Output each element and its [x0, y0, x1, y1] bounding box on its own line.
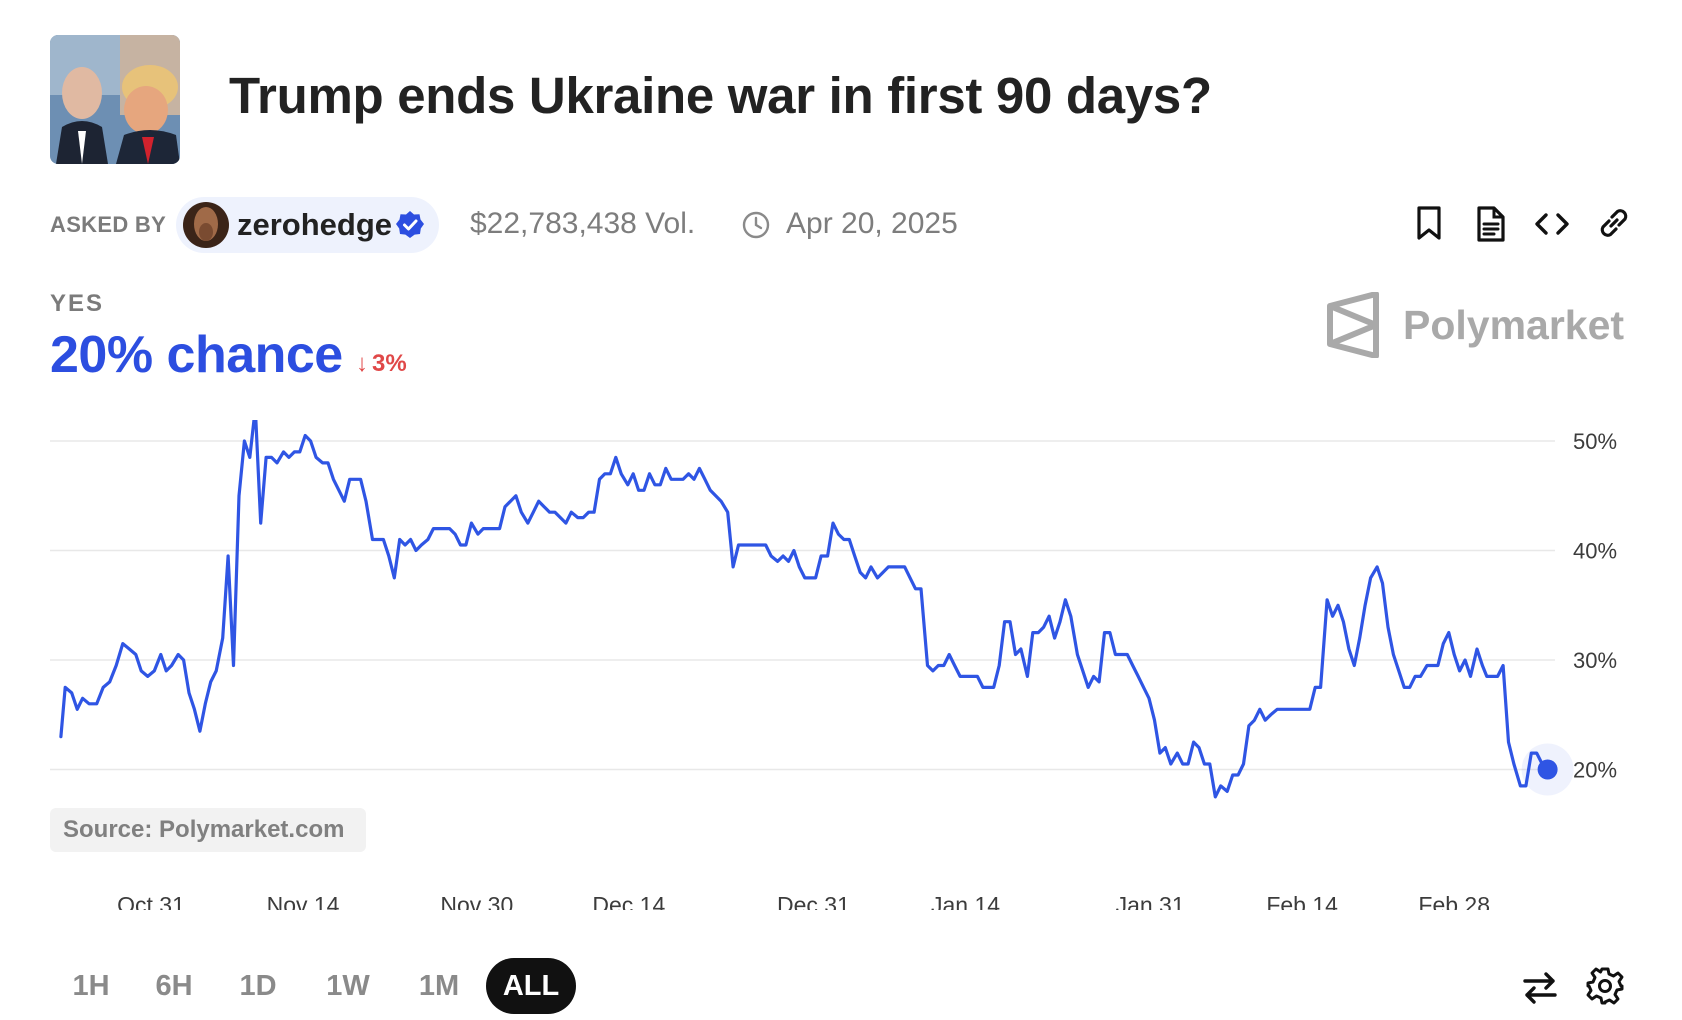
asked-by-label: ASKED BY [50, 212, 167, 237]
clock-icon [742, 211, 770, 239]
y-axis-ticks: 50% 40% 30% 20% [1573, 429, 1617, 783]
change-percent: 3% [372, 350, 407, 377]
end-date: Apr 20, 2025 [786, 207, 958, 240]
arrow-down-icon: ↓ [356, 350, 368, 377]
chart-grid [50, 440, 1555, 771]
x-tick-label: Nov 30 [440, 892, 513, 910]
range-1w[interactable]: 1W [326, 970, 370, 1002]
market-title: Trump ends Ukraine war in first 90 days? [229, 67, 1212, 124]
range-1d[interactable]: 1D [239, 970, 277, 1002]
link-icon[interactable] [1595, 204, 1633, 242]
x-axis-ticks: Oct 31 Nov 14 Nov 30 Dec 14 Dec 31 Jan 14 Jan … [117, 892, 1490, 910]
current-point [1537, 759, 1558, 780]
verified-badge-icon [396, 211, 424, 238]
author-name[interactable]: zerohedge [237, 207, 393, 242]
price-chart[interactable]: 50% 40% 30% 20% Oct 31 Nov 14 Nov 30 Dec 14 Dec… [0, 420, 1682, 910]
bookmark-icon[interactable] [1410, 204, 1448, 242]
range-1m[interactable]: 1M [418, 970, 460, 1002]
x-tick-label: Jan 14 [931, 892, 1000, 910]
x-tick-label: Dec 31 [777, 892, 850, 910]
embed-code-icon[interactable] [1533, 205, 1571, 243]
series-line-yes [59, 420, 1550, 799]
y-tick-label: 40% [1573, 539, 1617, 564]
x-tick-label: Feb 28 [1418, 892, 1490, 910]
polymarket-logo-icon [1327, 292, 1379, 358]
y-tick-label: 50% [1573, 429, 1617, 454]
y-tick-label: 30% [1573, 648, 1617, 673]
range-6h[interactable]: 6H [155, 970, 193, 1002]
y-tick-label: 20% [1573, 758, 1617, 783]
change-value: ↓ 3% [356, 350, 407, 378]
x-tick-label: Oct 31 [117, 892, 185, 910]
settings-gear-icon[interactable] [1585, 966, 1625, 1006]
market-image [50, 35, 180, 164]
outcome-label: YES [50, 290, 105, 317]
document-icon[interactable] [1472, 205, 1510, 243]
x-tick-label: Dec 14 [592, 892, 665, 910]
swap-icon[interactable] [1520, 968, 1560, 1008]
source-badge [50, 808, 366, 852]
x-tick-label: Feb 14 [1266, 892, 1338, 910]
source-text: Source: Polymarket.com [63, 816, 345, 843]
author-avatar[interactable] [183, 202, 229, 248]
x-tick-label: Jan 31 [1116, 892, 1185, 910]
volume: $22,783,438 Vol. [470, 207, 696, 240]
brand-name: Polymarket [1403, 302, 1625, 348]
range-1h[interactable]: 1H [72, 970, 110, 1002]
x-tick-label: Nov 14 [267, 892, 340, 910]
chance-value: 20% chance [50, 326, 343, 384]
range-all[interactable]: ALL [486, 958, 576, 1014]
